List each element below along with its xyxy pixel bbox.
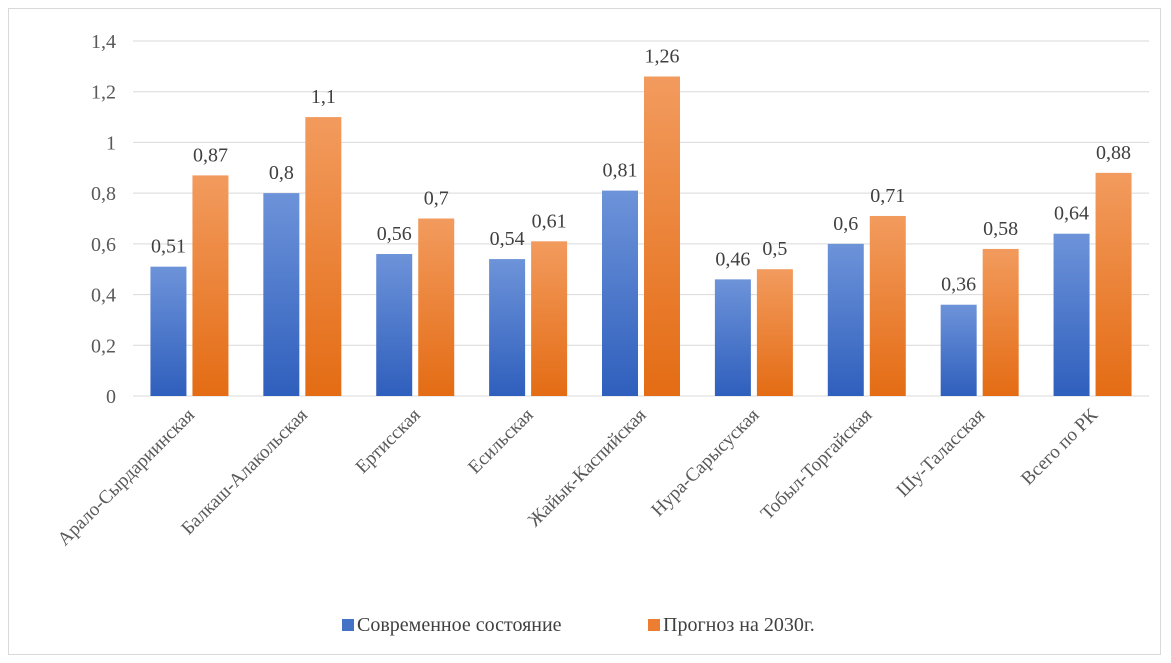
category-label: Ертисская: [352, 405, 425, 478]
data-label: 0,71: [870, 185, 905, 207]
legend-label: Современное состояние: [357, 614, 562, 636]
category-label: Балкаш-Алакольская: [177, 405, 312, 540]
bar-chart: 00,20,40,60,811,21,4 0,510,870,81,10,560…: [54, 31, 1149, 636]
y-tick-label: 0: [106, 386, 116, 408]
data-label: 0,88: [1096, 142, 1131, 164]
y-tick-label: 0,2: [91, 335, 116, 357]
data-label: 0,54: [490, 228, 525, 250]
data-label: 0,81: [603, 160, 638, 182]
bar-forecast: [982, 248, 1019, 396]
bar-current: [602, 190, 638, 396]
data-label: 0,36: [941, 274, 976, 296]
data-label: 0,61: [532, 210, 567, 232]
bar-current: [489, 259, 526, 396]
bar-current: [1053, 233, 1090, 396]
data-label: 0,87: [193, 144, 228, 166]
category-label: Нура-Сарысуская: [647, 405, 763, 521]
bars: [150, 76, 1132, 397]
bar-forecast: [418, 218, 455, 396]
bar-forecast: [756, 269, 793, 396]
category-label: Шу-Таласская: [893, 405, 990, 502]
bar-forecast: [192, 175, 229, 396]
category-label: Арало-Сырдариинская: [54, 405, 199, 550]
y-tick-label: 0,4: [91, 285, 116, 307]
bar-forecast: [531, 241, 568, 396]
y-tick-label: 1,2: [91, 82, 116, 104]
data-labels: 0,51 0,87 0,8 1,1 0,56 0,7 0,54 0,61 0,81 1,26 0,4…: [151, 46, 1131, 296]
bar-forecast: [305, 117, 342, 397]
data-label: 0,56: [377, 223, 412, 245]
legend: Современное состояние Прогноз на 2030г.: [342, 614, 815, 636]
data-label: 0,6: [833, 213, 858, 235]
data-label: 0,46: [715, 248, 750, 270]
data-label: 0,7: [424, 188, 449, 210]
bar-forecast: [644, 76, 680, 396]
gridlines: [133, 40, 1149, 397]
bar-forecast: [869, 215, 906, 396]
legend-swatch: [342, 619, 354, 631]
y-tick-label: 0,8: [91, 183, 116, 205]
bar-current: [714, 279, 751, 396]
y-tick-label: 1,4: [91, 31, 116, 53]
data-label: 1,26: [645, 46, 680, 68]
legend-swatch: [648, 619, 660, 631]
data-label: 0,58: [983, 218, 1018, 240]
category-label: Тобыл-Торгайская: [757, 405, 877, 525]
data-label: 1,1: [311, 86, 336, 108]
bar-current: [150, 266, 187, 396]
data-label: 0,64: [1054, 203, 1089, 225]
y-axis-ticks: 0 0,2 0,4 0,6 0,8 1 1,2 1,4: [91, 31, 116, 408]
bar-current: [940, 304, 977, 396]
data-label: 0,5: [762, 238, 787, 260]
data-label: 0,8: [269, 162, 294, 184]
bar-current: [263, 193, 300, 396]
category-label: Всего по РК: [1017, 404, 1102, 489]
category-label: Есильская: [464, 405, 538, 479]
y-tick-label: 1: [106, 132, 116, 154]
bar-current: [827, 243, 864, 396]
category-label: Жайык-Каспийская: [524, 405, 651, 532]
y-tick-label: 0,6: [91, 234, 116, 256]
legend-label: Прогноз на 2030г.: [663, 614, 815, 636]
data-label: 0,51: [151, 236, 186, 258]
bar-current: [376, 254, 413, 396]
chart-frame: 0 0,2 0,4 0,6 0,8 1 1,2 1,4 0,51 0,87 0,8 1,1 0,56 0…: [8, 8, 1161, 655]
bar-forecast: [1095, 172, 1132, 396]
